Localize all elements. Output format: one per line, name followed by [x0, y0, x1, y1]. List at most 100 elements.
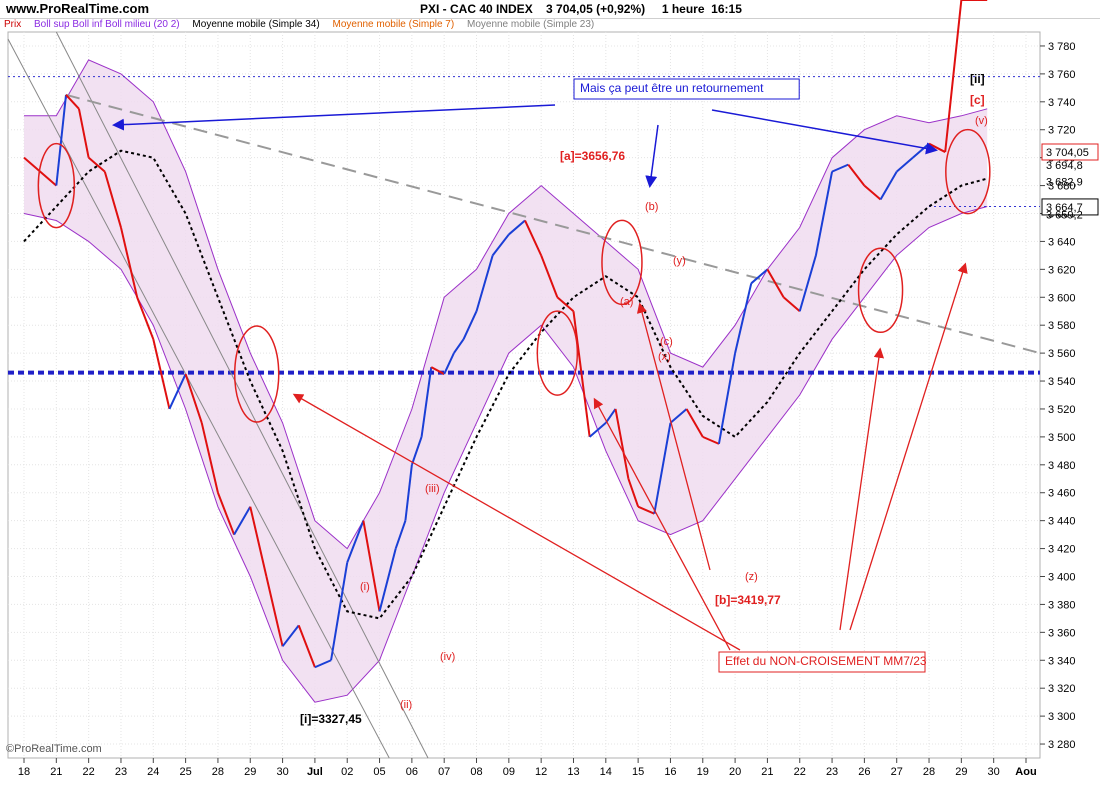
price-segment	[637, 505, 655, 515]
price-segment	[653, 422, 672, 514]
x-tick-label: 22	[83, 766, 95, 778]
x-tick-label: 19	[697, 766, 709, 778]
y-tick-label: 3 520	[1048, 404, 1076, 416]
price-segment	[524, 220, 543, 256]
y-tick-label: 3 320	[1048, 683, 1076, 695]
price-label-box	[1041, 198, 1099, 216]
annotation-arrow	[112, 104, 556, 131]
y-tick-label: 3 540	[1048, 376, 1076, 388]
price-segment	[702, 435, 720, 445]
channel-line-lower	[55, 31, 429, 759]
price-segment	[23, 156, 57, 187]
timeframe: 1 heure	[661, 2, 705, 16]
x-tick-label: 29	[244, 766, 256, 778]
price-segment	[798, 255, 817, 312]
annotation-arrow	[636, 302, 711, 571]
price-segment	[217, 492, 236, 535]
price-segment	[717, 352, 737, 445]
price-segment	[604, 408, 617, 424]
x-tick-label: 23	[826, 766, 838, 778]
annotation-label: Effet du NON-CROISEMENT MM7/23	[725, 654, 927, 668]
price-segment	[814, 171, 834, 256]
x-tick-label: 13	[567, 766, 579, 778]
price-segment	[265, 576, 284, 647]
annotation-label: (ii)	[400, 699, 412, 711]
price-segment	[782, 296, 801, 312]
price-segment	[556, 296, 575, 312]
watermark: ©ProRealTime.com	[6, 743, 102, 755]
y-tick-label: 3 400	[1048, 572, 1076, 584]
annotation-arrow	[711, 109, 938, 155]
bollinger-upper-line	[24, 59, 988, 550]
price-segment	[410, 436, 423, 466]
bollinger-band-fill	[24, 59, 988, 703]
legend-ma23: Moyenne mobile (Simple 23)	[466, 19, 595, 30]
annotation-label: Mais ça peut être un retournement	[580, 81, 764, 95]
price-segment	[136, 296, 155, 340]
price-segment	[614, 408, 630, 479]
price-segment	[879, 171, 898, 201]
price-label-box	[1041, 143, 1099, 161]
annotation-label: (b)	[645, 201, 658, 213]
annotation-label: (iv)	[440, 651, 455, 663]
x-tick-label: 07	[438, 766, 450, 778]
price-segment	[453, 338, 465, 354]
price-segment	[462, 310, 478, 340]
x-tick-label: 30	[276, 766, 288, 778]
highlight-ellipse	[536, 310, 579, 396]
last-price: 3 704,05	[546, 2, 593, 16]
annotation-arrow	[849, 262, 968, 631]
x-tick-label: 25	[179, 766, 191, 778]
price-segment	[443, 352, 455, 375]
legend-bollinger: Boll sup Boll inf Boll milieu (20 2)	[34, 19, 180, 30]
ma34-line	[23, 149, 988, 620]
price-segment	[119, 227, 139, 298]
price-segment	[491, 233, 510, 256]
y-tick-label: 3 420	[1048, 544, 1076, 556]
y-tick-label: 3 440	[1048, 516, 1076, 528]
x-tick-label: 05	[373, 766, 385, 778]
x-tick-label: 30	[988, 766, 1000, 778]
annotation-label: (i)	[360, 581, 370, 593]
instrument-summary: PXI - CAC 40 INDEX 3 704,05 (+0,92%) 1 h…	[420, 2, 742, 16]
x-tick-label: 08	[470, 766, 482, 778]
y-tick-label: 3 640	[1048, 236, 1076, 248]
y-tick-label: 3 280	[1048, 739, 1076, 751]
annotation-label: (iii)	[425, 483, 440, 495]
price-segment	[233, 506, 252, 536]
price-segment	[87, 156, 106, 173]
price-segment	[77, 108, 90, 158]
annotation-label: [b]=3419,77	[715, 593, 781, 607]
y-tick-label: 3 500	[1048, 432, 1076, 444]
y-tick-label: 3 480	[1048, 460, 1076, 472]
x-tick-label: 26	[858, 766, 870, 778]
y-tick-label: 3 340	[1048, 655, 1076, 667]
annotation-box	[573, 78, 800, 100]
x-tick-label: 12	[535, 766, 547, 778]
bollinger-lower-line	[23, 206, 988, 703]
x-tick-label: Jul	[307, 766, 323, 778]
annotation-box	[718, 651, 926, 673]
x-tick-label: 14	[600, 766, 612, 778]
price-segment	[572, 311, 591, 438]
price-segment	[378, 548, 397, 612]
price-segment	[249, 506, 268, 577]
y-tick-label: 3 620	[1048, 264, 1076, 276]
annotation-arrow	[645, 124, 659, 188]
x-tick-label: 21	[761, 766, 773, 778]
price-segment	[184, 373, 203, 424]
price-segment	[685, 408, 704, 438]
x-tick-label: 18	[18, 766, 30, 778]
price-segment	[734, 283, 753, 354]
site-name[interactable]: www.ProRealTime.com	[6, 1, 150, 16]
price-segment	[588, 422, 607, 438]
highlight-ellipse	[945, 128, 991, 215]
x-tick-label: 22	[794, 766, 806, 778]
price-segment	[896, 156, 914, 173]
x-tick-label: 21	[50, 766, 62, 778]
annotation-label: (z)	[745, 571, 758, 583]
price-segment	[944, 0, 963, 153]
price-segment	[750, 268, 769, 285]
annotation-label: [i]=3327,45	[300, 712, 362, 726]
